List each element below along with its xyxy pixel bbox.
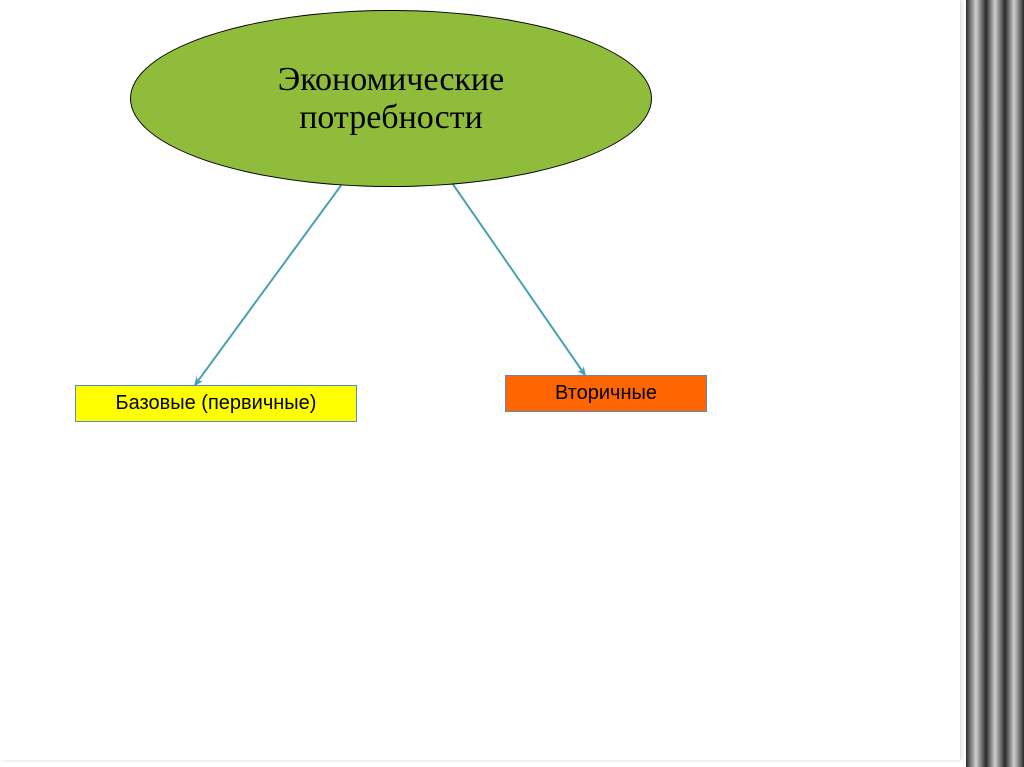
strip-col-4 — [995, 0, 1005, 767]
root-node: Экономические потребности — [130, 10, 652, 187]
root-node-text: Экономические потребности — [278, 61, 504, 136]
root-line-2: потребности — [299, 99, 483, 136]
strip-col-1 — [966, 0, 976, 767]
slide-canvas: Экономические потребности Базовые (перви… — [0, 0, 960, 760]
edge-root-right — [450, 180, 585, 375]
right-node-text: Вторичные — [555, 382, 657, 405]
left-node-text: Базовые (первичные) — [116, 392, 317, 415]
decorative-side-strip — [966, 0, 1024, 767]
strip-col-3 — [986, 0, 995, 767]
left-node: Базовые (первичные) — [75, 385, 357, 422]
root-line-1: Экономические — [278, 61, 504, 98]
strip-col-6 — [1014, 0, 1024, 767]
edge-root-left — [195, 180, 345, 385]
right-node: Вторичные — [505, 375, 707, 412]
strip-col-2 — [976, 0, 986, 767]
strip-col-5 — [1005, 0, 1014, 767]
